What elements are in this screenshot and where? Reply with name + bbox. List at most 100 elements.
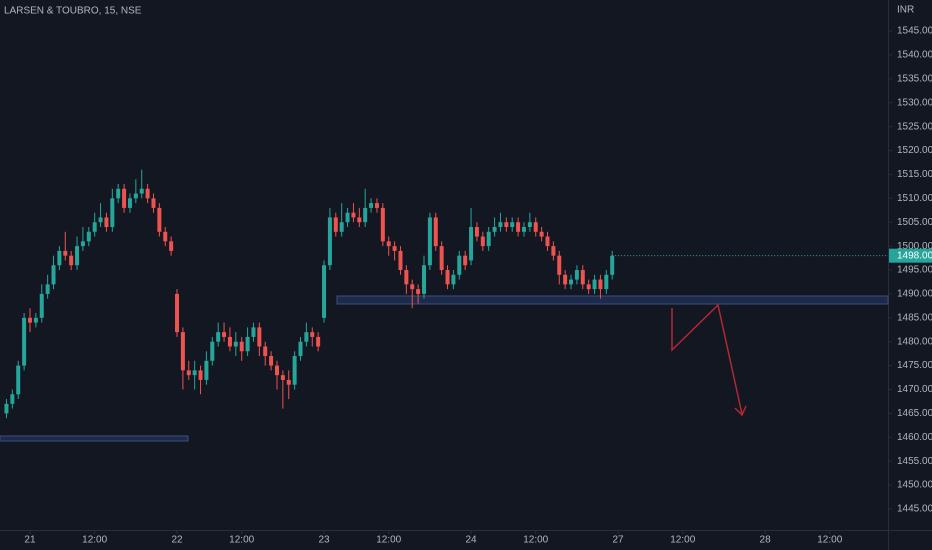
y-tick-label: 1485.00 [897,312,932,323]
candle-body [104,217,109,228]
candle-body [151,198,156,208]
candle-body [451,274,456,285]
candle-body [457,255,462,275]
candle-body [533,222,538,232]
y-tick-label: 1455.00 [897,456,932,467]
candle-body [175,293,180,333]
candle-body [592,279,597,290]
y-tick-label: 1495.00 [897,265,932,276]
candle-body [222,332,227,337]
candle-body [604,274,609,290]
candle-body [116,188,121,199]
candle-body [75,246,80,266]
x-tick-label: 12:00 [670,535,695,546]
candle-body [357,217,362,223]
y-tick-label: 1500.00 [897,241,932,252]
candle-body [504,222,509,228]
y-tick-label: 1445.00 [897,504,932,515]
candle-body [345,212,350,223]
candle-body [433,217,438,247]
candle-body [33,317,38,323]
candle-body [51,265,56,285]
candle-body [169,241,174,251]
candle-body [380,207,385,242]
candle-body [280,375,285,380]
candle-body [186,370,191,376]
candle-body [292,356,297,385]
y-tick-label: 1505.00 [897,217,932,228]
y-tick-label: 1465.00 [897,408,932,419]
x-tick-label: 22 [171,535,183,546]
candle-body [374,203,379,208]
candle-body [57,250,62,266]
y-tick-label: 1520.00 [897,145,932,156]
candle-body [127,198,132,208]
candle-body [386,241,391,247]
candle-body [233,341,238,347]
candle-body [610,255,615,275]
candle-body [251,327,256,337]
candle-body [269,356,274,366]
candle-body [27,317,32,323]
support-zone [0,435,189,442]
candle-body [316,336,321,347]
candle-body [39,293,44,318]
x-tick-label: 12:00 [82,535,107,546]
x-tick-label: 27 [613,535,625,546]
last-price-box [889,248,932,263]
resistance-zone [336,295,889,305]
candle-body [198,370,203,380]
candle-body [369,203,374,208]
candles [4,169,615,419]
candle-body [157,207,162,232]
y-tick-label: 1510.00 [897,193,932,204]
x-tick-label: 21 [24,535,36,546]
candle-body [86,231,91,242]
y-tick-label: 1535.00 [897,73,932,84]
candle-body [580,270,585,285]
candle-body [492,227,497,232]
candle-body [322,265,327,318]
projection-arrow [671,303,743,415]
candle-body [139,188,144,194]
candle-body [427,217,432,266]
candle-body [239,341,244,352]
candle-body [439,246,444,271]
candle-body [69,255,74,266]
candle-body [598,279,603,290]
candle-body [574,270,579,280]
y-tick-label: 1475.00 [897,360,932,371]
arrow-head [734,405,747,417]
last-price-label: 1498.00 [897,250,932,261]
candle-body [133,193,138,199]
y-tick-label: 1515.00 [897,169,932,180]
candle-body [327,217,332,266]
y-axis-label: INR [897,5,914,16]
candle-body [274,365,279,376]
candle-body [63,250,68,256]
candle-body [298,341,303,357]
candle-body [4,403,9,414]
candle-body [310,332,315,337]
candle-body [551,246,556,256]
candle-body [469,227,474,261]
candle-body [474,227,479,237]
candle-body [22,317,27,366]
candle-body [145,188,150,199]
candle-body [257,327,262,347]
candle-body [363,207,368,223]
candle-body [586,284,591,290]
candle-body [110,198,115,228]
candle-body [392,246,397,251]
candle-body [498,222,503,228]
candle-body [351,212,356,218]
candle-body [245,336,250,352]
candle-body [98,217,103,223]
candle-body [10,394,15,404]
candle-body [333,217,338,232]
candle-body [521,227,526,232]
candle-body [516,222,521,232]
y-tick-label: 1540.00 [897,50,932,61]
